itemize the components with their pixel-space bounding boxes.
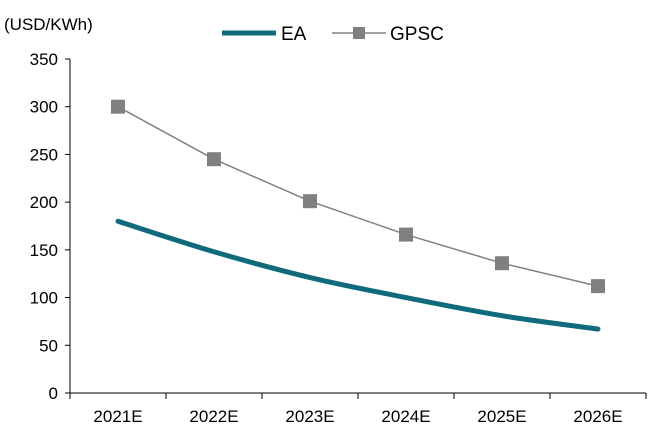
plot-series [111,99,605,332]
data-point-gpsc [591,279,605,294]
series-line-ea [115,218,601,332]
y-tick-label: 300 [30,98,58,117]
y-unit-label: (USD/KWh) [4,15,93,34]
x-tick-label: 2023E [285,407,334,426]
legend-swatch-gpsc-marker [353,27,365,39]
legend-label-ea: EA [281,24,307,45]
x-tick-label: 2025E [477,407,526,426]
x-tick-label: 2021E [93,407,142,426]
legend-label-gpsc: GPSC [390,24,444,45]
y-tick-label: 100 [30,289,58,308]
data-point-gpsc [111,99,125,114]
x-tick-label: 2022E [189,407,238,426]
legend-item-gpsc: GPSC [332,24,444,45]
data-point-gpsc [303,194,317,209]
y-tick-label: 250 [30,145,58,164]
data-point-gpsc [495,256,509,271]
series-line-gpsc [117,105,599,287]
x-tick-label: 2024E [381,407,430,426]
y-tick-label: 50 [39,336,58,355]
x-axis-ticks: 2021E 2022E 2023E 2024E 2025E 2026E [69,393,647,426]
y-tick-label: 0 [49,384,58,403]
legend: EA GPSC [222,24,444,45]
y-tick-label: 150 [30,241,58,260]
y-tick-label: 350 [30,50,58,69]
y-tick-label: 200 [30,193,58,212]
x-tick-label: 2026E [573,407,622,426]
legend-item-ea: EA [222,24,307,45]
data-point-gpsc [399,227,413,242]
y-axis-ticks: 0 50 100 150 200 250 300 350 [30,50,70,403]
data-point-gpsc [207,152,221,167]
